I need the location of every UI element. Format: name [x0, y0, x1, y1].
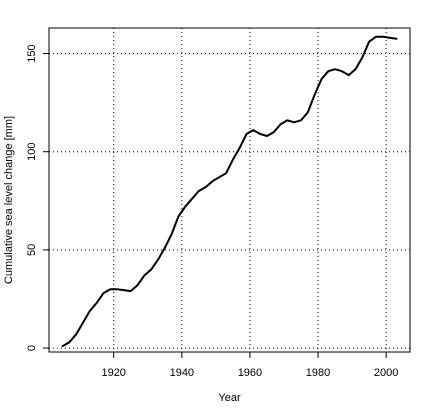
grid-lines [49, 28, 410, 352]
x-tick-label-1960: 1960 [238, 367, 262, 379]
plot-frame [48, 27, 411, 353]
x-tick-label-2000: 2000 [374, 367, 398, 379]
x-axis: 1920 1940 1960 1980 2000 [101, 352, 398, 379]
y-axis-title: Cumulative sea level change [mm] [3, 116, 15, 284]
y-tick-label-0: 0 [26, 345, 38, 351]
series-line-0 [61, 35, 398, 348]
y-axis: 0 50 100 150 [26, 44, 49, 351]
x-tick-label-1940: 1940 [170, 367, 194, 379]
plot-marks [61, 35, 398, 348]
y-tick-label-150: 150 [26, 44, 38, 62]
y-tick-label-100: 100 [26, 143, 38, 161]
x-axis-title: Year [218, 392, 241, 404]
x-tick-label-1920: 1920 [101, 367, 125, 379]
y-tick-label-50: 50 [26, 244, 38, 256]
x-tick-label-1980: 1980 [306, 367, 330, 379]
